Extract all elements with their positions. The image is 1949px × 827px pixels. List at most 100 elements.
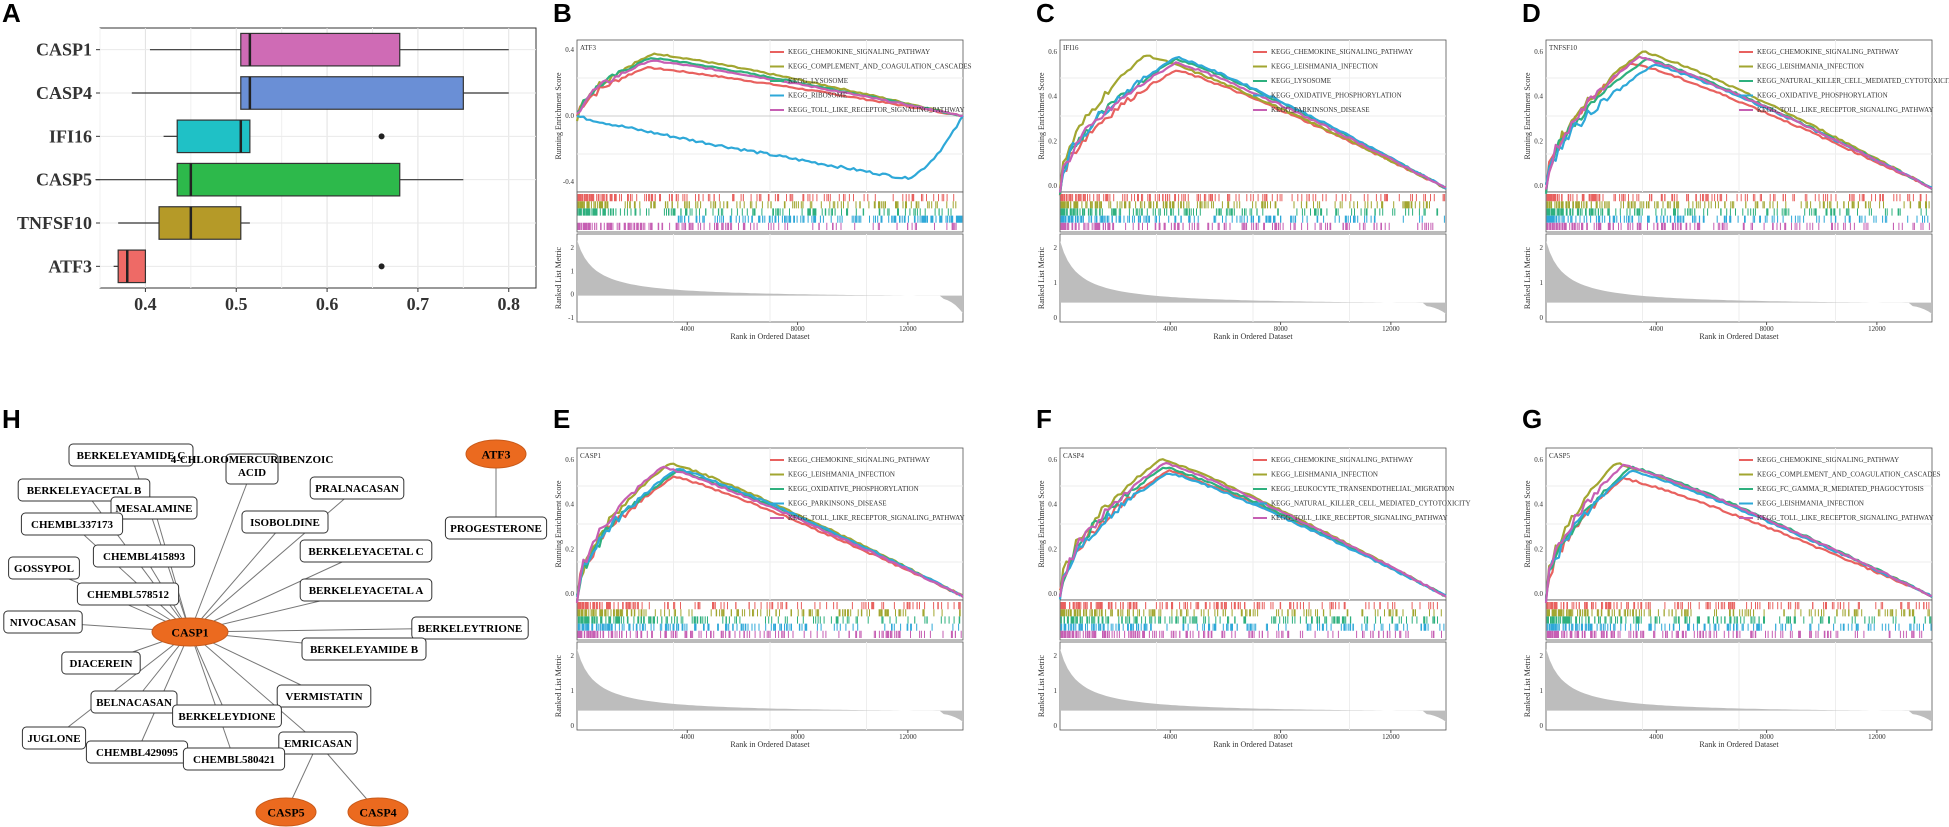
y-tick-label-2: 0 xyxy=(571,291,575,299)
gsea-panel-f: CASP4 Running Enrichment Score Ranked List… xyxy=(1037,447,1471,749)
legend-label: KEGG_LEISHMANIA_INFECTION xyxy=(788,471,895,479)
y-tick-label: 0.6 xyxy=(1534,456,1543,464)
y-tick-label: 0.2 xyxy=(1048,545,1057,553)
y-tick-label-2: 1 xyxy=(1540,687,1544,695)
drug-node-box xyxy=(92,544,196,568)
hit-marks-series-5 xyxy=(577,222,957,230)
x-axis-label: Rank in Ordered Dataset xyxy=(730,740,810,749)
legend-label: KEGG_CHEMOKINE_SIGNALING_PATHWAY xyxy=(788,456,930,464)
es-curve-series-1 xyxy=(575,65,964,118)
box-ifi16 xyxy=(176,119,251,154)
y-tick-label: 0.0 xyxy=(1534,182,1543,190)
plot-frame xyxy=(99,27,537,289)
x-tick-label: 0.8 xyxy=(498,294,521,314)
drug-node-label: NIVOCASAN xyxy=(10,617,76,629)
y-tick-label: CASP1 xyxy=(36,40,92,60)
y-tick-label: 0.0 xyxy=(565,112,574,120)
legend-label: KEGG_PARKINSONS_DISEASE xyxy=(1271,106,1370,114)
panel-label-f: F xyxy=(1036,404,1052,434)
y-tick-label: IFI16 xyxy=(49,126,92,146)
legend-label: KEGG_TOLL_LIKE_RECEPTOR_SIGNALING_PATHWA… xyxy=(1757,514,1934,522)
y-axis-label: Running Enrichment Score xyxy=(1037,480,1046,568)
gsea-title: IFI16 xyxy=(1063,44,1079,52)
es-curve-series-4 xyxy=(576,114,964,180)
target-node xyxy=(151,617,229,647)
x-tick-label: 0.6 xyxy=(316,294,339,314)
y-tick-label-2: 1 xyxy=(1540,279,1544,287)
drug-node-box xyxy=(8,556,80,580)
legend-label: KEGG_TOLL_LIKE_RECEPTOR_SIGNALING_PATHWA… xyxy=(788,106,965,114)
y-tick-label-2: 1 xyxy=(1054,687,1058,695)
target-node xyxy=(465,439,527,469)
legend-label: KEGG_OXIDATIVE_PHOSPHORYLATION xyxy=(1757,92,1888,100)
y-axis-label: Running Enrichment Score xyxy=(554,72,563,160)
legend-label: KEGG_LEISHMANIA_INFECTION xyxy=(1757,63,1864,71)
x-tick-label: 4000 xyxy=(1163,733,1178,741)
network-edge xyxy=(153,507,191,633)
y-tick-label: 0.6 xyxy=(565,456,574,464)
y-tick-label-2: 2 xyxy=(1054,652,1058,660)
drug-node-label: BERKELEYAMIDE C xyxy=(77,450,186,462)
y-axis-label-2: Ranked List Metric xyxy=(554,654,563,717)
panel-label-c: C xyxy=(1036,0,1055,28)
gsea-title: CASP4 xyxy=(1063,452,1085,460)
x-tick-label: 4000 xyxy=(680,733,695,741)
drug-node-label: BELNACASAN xyxy=(96,697,172,709)
y-tick-label: 0.4 xyxy=(1048,93,1057,101)
y-tick-label: 0.0 xyxy=(1048,590,1057,598)
box-tnfsf10 xyxy=(158,206,242,240)
drug-node-box xyxy=(278,731,358,755)
target-node xyxy=(255,797,317,827)
x-tick-label: 8000 xyxy=(1274,325,1289,333)
hit-marks-series-2 xyxy=(577,609,961,617)
legend-label: KEGG_LYSOSOME xyxy=(1271,77,1331,85)
hit-marks-series-1 xyxy=(1546,194,1927,202)
network-edge xyxy=(189,631,319,744)
x-tick-label: 12000 xyxy=(1382,733,1400,741)
x-axis-label: Rank in Ordered Dataset xyxy=(730,332,810,341)
drug-node-box xyxy=(3,610,83,634)
hit-marks-series-1 xyxy=(1060,194,1446,202)
hit-marks-series-2 xyxy=(1546,609,1930,617)
drug-node-label: EMRICASAN xyxy=(284,738,352,750)
hit-marks-series-2 xyxy=(1546,201,1930,209)
network-edge xyxy=(189,550,367,633)
y-tick-label: 0.6 xyxy=(1534,48,1543,56)
y-tick-label: 0.2 xyxy=(1048,137,1057,145)
hit-marks-series-5 xyxy=(1546,630,1923,638)
y-tick-label: 0.2 xyxy=(1534,545,1543,553)
gsea-title: CASP1 xyxy=(580,452,602,460)
drug-node-box xyxy=(276,684,372,708)
y-axis-label: Running Enrichment Score xyxy=(1523,72,1532,160)
drug-node-label: CHEMBL429095 xyxy=(96,747,178,759)
panel-label-b: B xyxy=(553,0,572,28)
hit-marks-series-5 xyxy=(577,630,962,638)
hit-marks-series-3 xyxy=(1060,208,1439,216)
drug-node-box xyxy=(411,616,529,640)
y-tick-label: 0.6 xyxy=(1048,48,1057,56)
gsea-title: TNFSF10 xyxy=(1549,44,1578,52)
y-tick-label: 0.2 xyxy=(565,545,574,553)
y-tick-label-2: 0 xyxy=(1540,722,1544,730)
legend-label: KEGG_LEUKOCYTE_TRANSENDOTHELIAL_MIGRATIO… xyxy=(1271,485,1454,493)
legend-label: KEGG_CHEMOKINE_SIGNALING_PATHWAY xyxy=(788,48,930,56)
es-curve-series-5 xyxy=(576,59,964,118)
network-edge xyxy=(71,523,191,633)
legend-label: KEGG_OXIDATIVE_PHOSPHORYLATION xyxy=(1271,92,1402,100)
legend-label: KEGG_TOLL_LIKE_RECEPTOR_SIGNALING_PATHWA… xyxy=(1271,514,1448,522)
x-tick-label: 8000 xyxy=(1274,733,1289,741)
drug-node-label: VERMISTATIN xyxy=(285,691,362,703)
legend-label: KEGG_LYSOSOME xyxy=(788,77,848,85)
drug-node-label: PRALNACASAN xyxy=(315,483,399,495)
drug-node-label: DIACEREIN xyxy=(70,658,133,670)
y-tick-label: ATF3 xyxy=(48,256,92,276)
y-tick-label-2: 0 xyxy=(1054,722,1058,730)
drug-node-box xyxy=(225,453,279,485)
gsea-title: ATF3 xyxy=(580,44,596,52)
drug-node-label: BERKELEYACETAL B xyxy=(27,485,142,497)
x-tick-label: 8000 xyxy=(1760,733,1775,741)
y-tick-label: CASP4 xyxy=(36,83,92,103)
hit-marks-series-5 xyxy=(1060,630,1442,638)
y-tick-label-2: 2 xyxy=(1540,652,1544,660)
panel-label-h: H xyxy=(2,404,21,434)
